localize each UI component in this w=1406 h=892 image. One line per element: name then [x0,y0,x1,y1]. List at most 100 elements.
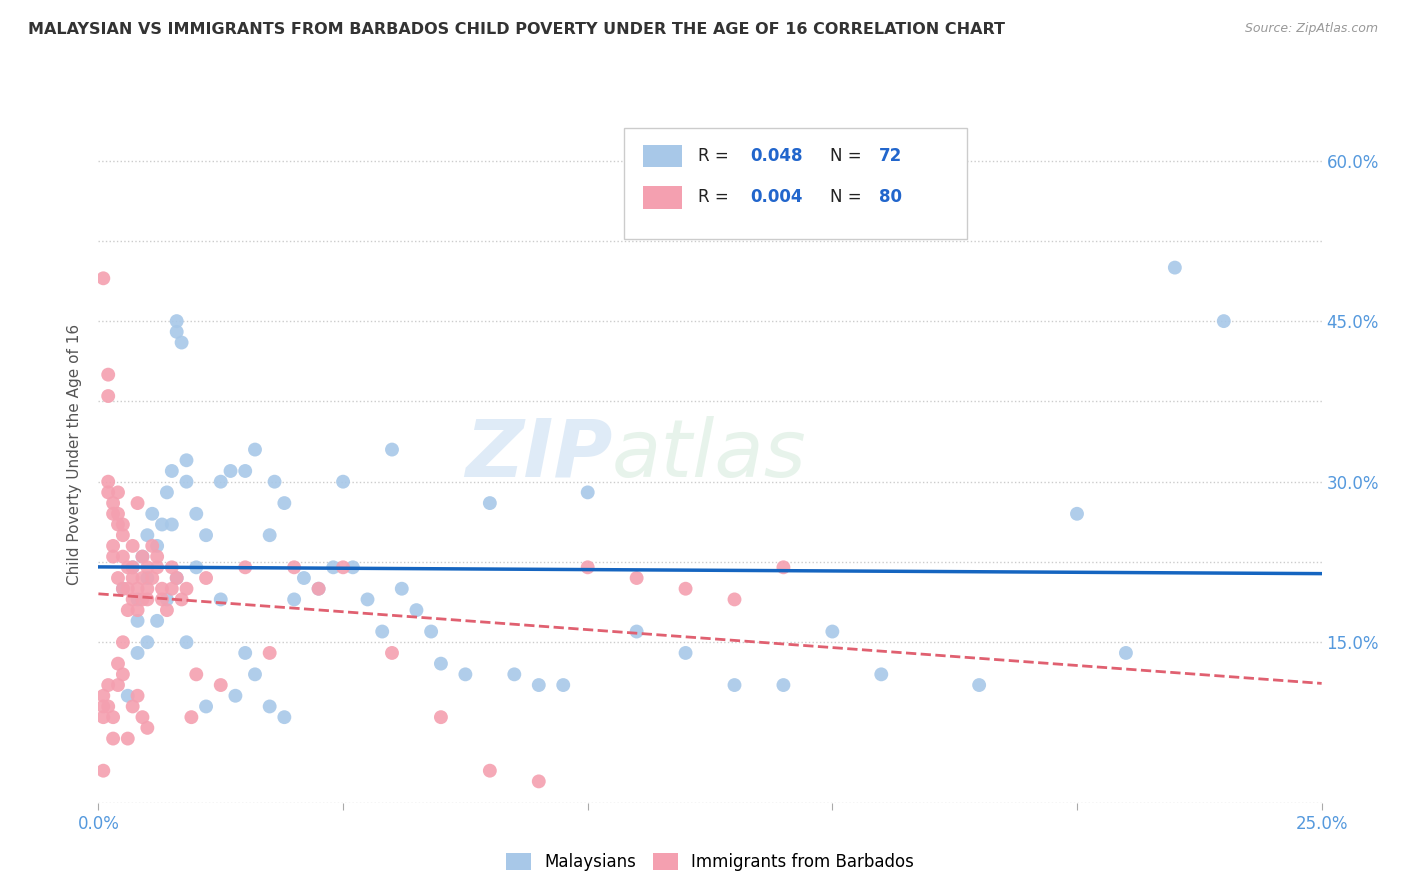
Text: 80: 80 [879,188,901,206]
Point [195,571,218,585]
Point [273,496,295,510]
Point [371,624,394,639]
Point [91,764,114,778]
Point [101,710,124,724]
Point [332,560,354,574]
Point [219,464,242,478]
Point [1066,507,1088,521]
Point [233,464,256,478]
Point [146,614,169,628]
Point [454,667,477,681]
Point [107,507,129,521]
Point [259,528,281,542]
Point [136,571,159,585]
Point [772,678,794,692]
Point [97,368,120,382]
Point [176,453,198,467]
Point [111,549,134,564]
Text: Source: ZipAtlas.com: Source: ZipAtlas.com [1244,22,1378,36]
Point [723,592,745,607]
Point [233,646,256,660]
Point [259,646,281,660]
Point [107,571,129,585]
Point [186,507,208,521]
Point [127,496,149,510]
Point [111,635,134,649]
Point [160,464,183,478]
Point [821,624,844,639]
Point [107,517,129,532]
Text: MALAYSIAN VS IMMIGRANTS FROM BARBADOS CHILD POVERTY UNDER THE AGE OF 16 CORRELAT: MALAYSIAN VS IMMIGRANTS FROM BARBADOS CH… [28,22,1005,37]
Point [626,571,648,585]
Point [308,582,330,596]
Point [121,699,143,714]
Point [381,442,404,457]
Point [430,710,453,724]
Point [263,475,285,489]
Point [967,678,990,692]
Point [131,710,153,724]
Point [527,774,550,789]
Point [503,667,526,681]
Point [870,667,893,681]
Point [527,678,550,692]
Point [322,560,344,574]
Point [136,592,159,607]
Point [146,560,169,574]
Point [176,582,198,596]
Point [141,539,163,553]
Point [233,560,256,574]
Point [131,571,153,585]
Bar [624,128,967,239]
Text: 0.004: 0.004 [751,188,803,206]
Point [391,582,413,596]
Text: R =: R = [697,188,734,206]
Point [101,549,124,564]
Y-axis label: Child Poverty Under the Age of 16: Child Poverty Under the Age of 16 [67,325,83,585]
Point [131,592,153,607]
Point [723,678,745,692]
Point [259,699,281,714]
Point [166,571,188,585]
Point [209,592,232,607]
Point [141,507,163,521]
Point [141,571,163,585]
Point [111,667,134,681]
Point [156,592,179,607]
Point [111,582,134,596]
Point [97,678,120,692]
Text: 0.048: 0.048 [751,147,803,165]
Point [91,699,114,714]
Point [195,528,218,542]
Point [150,592,173,607]
Point [420,624,443,639]
Point [91,689,114,703]
Point [127,614,149,628]
Point [1212,314,1234,328]
Point [166,325,188,339]
Point [160,582,183,596]
Text: atlas: atlas [612,416,807,494]
Bar [643,145,682,167]
Point [121,539,143,553]
Point [156,485,179,500]
Point [111,582,134,596]
Point [170,335,193,350]
Point [131,549,153,564]
Text: ZIP: ZIP [465,416,612,494]
Point [576,485,599,500]
Point [97,699,120,714]
Point [107,657,129,671]
Point [127,689,149,703]
Point [308,582,330,596]
Point [97,485,120,500]
Point [430,657,453,671]
Point [121,560,143,574]
Point [97,389,120,403]
Point [117,603,139,617]
Point [97,475,120,489]
Point [224,689,246,703]
Point [91,271,114,285]
Point [127,592,149,607]
Point [180,710,202,724]
